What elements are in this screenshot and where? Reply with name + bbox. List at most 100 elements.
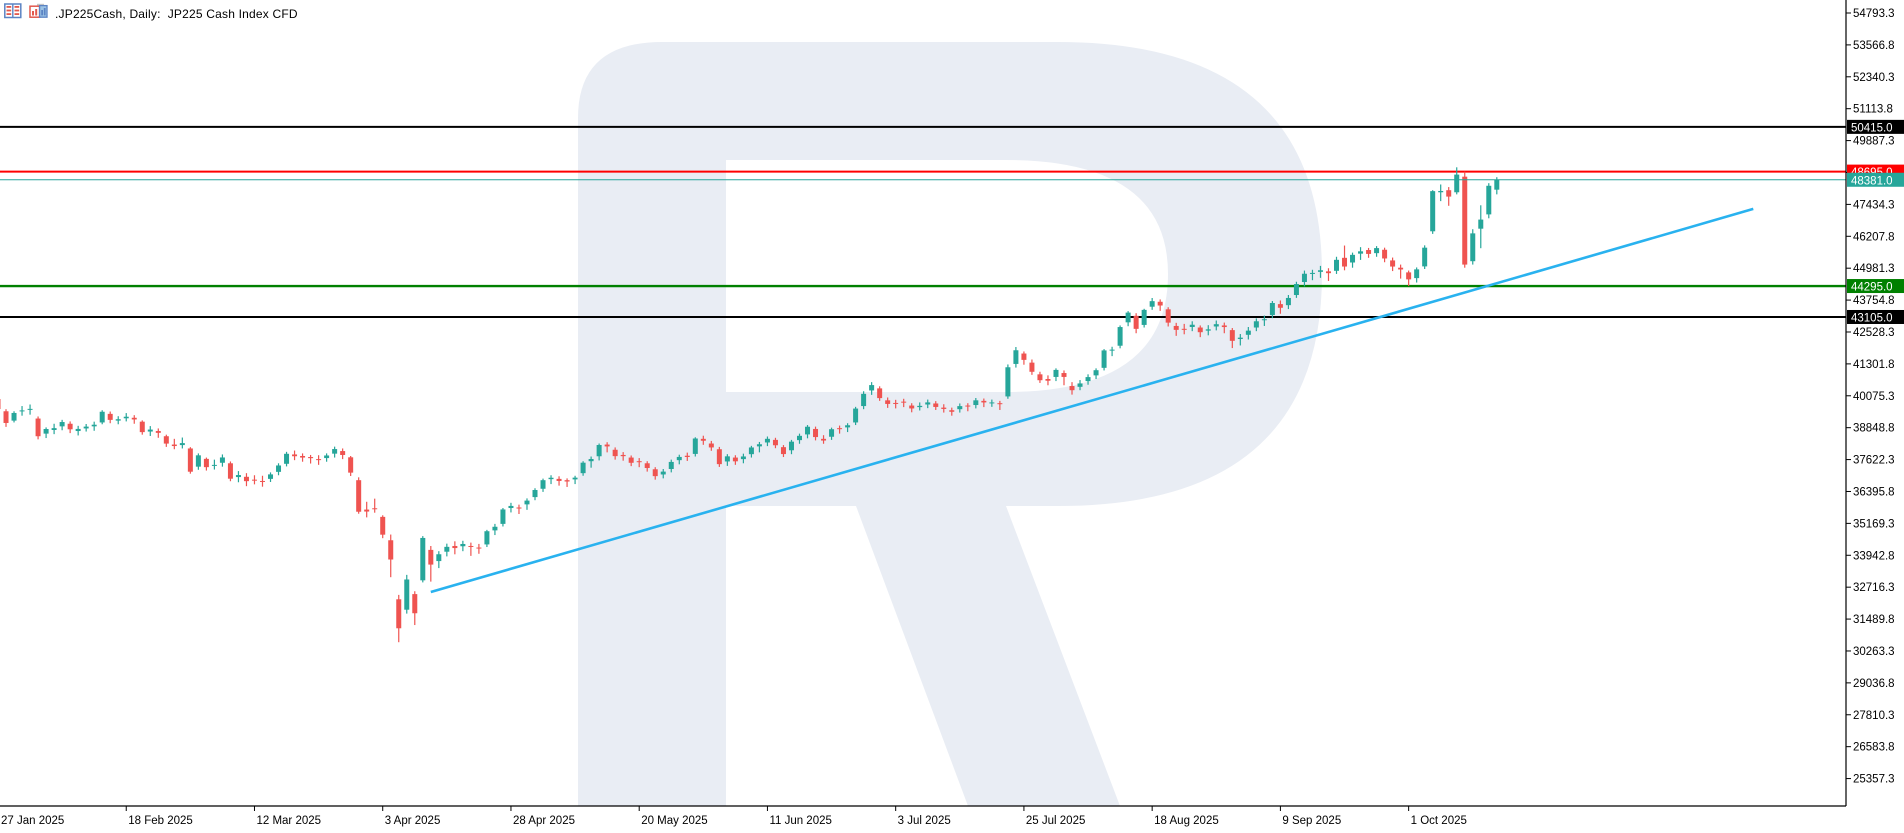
candle (292, 450, 298, 461)
candle (123, 413, 129, 422)
candle (372, 498, 378, 513)
candle (700, 435, 706, 445)
price-tick-label: 30263.3 (1853, 646, 1895, 658)
candle (0, 399, 1, 410)
candlestick-series (0, 167, 1500, 643)
date-tick-label: 12 Mar 2025 (256, 815, 321, 827)
candle (340, 448, 346, 460)
market-watch-icon[interactable] (4, 3, 22, 24)
candle (1045, 375, 1051, 386)
candle (11, 411, 17, 423)
candle (1366, 247, 1372, 258)
candle (1301, 270, 1307, 287)
candle (227, 461, 233, 482)
date-tick-label: 28 Apr 2025 (513, 815, 575, 827)
candle (1029, 359, 1035, 375)
candle (933, 401, 939, 410)
current-price-line-badge: 48381.0 (1847, 172, 1904, 187)
candle (179, 437, 185, 449)
candle (1021, 351, 1027, 365)
candle (147, 426, 153, 436)
date-axis[interactable]: 27 Jan 2025 18 Feb 2025 12 Mar 2025 3 Apr 2… (1, 806, 1467, 827)
candle (821, 435, 827, 444)
candle (1085, 374, 1091, 385)
candle (1430, 190, 1436, 234)
candle (652, 467, 658, 480)
candle (524, 498, 530, 510)
candle (1309, 269, 1315, 281)
candle (909, 403, 915, 413)
svg-text:50415.0: 50415.0 (1851, 122, 1893, 134)
candle (1061, 370, 1067, 386)
candle (83, 424, 89, 432)
candle (1101, 349, 1107, 371)
candle (235, 471, 241, 483)
broker-watermark-r-logo (578, 42, 1322, 806)
svg-text:48381.0: 48381.0 (1851, 175, 1893, 187)
candle (636, 458, 642, 468)
date-tick-label: 1 Oct 2025 (1411, 815, 1467, 827)
candle (764, 436, 770, 447)
candle (1173, 322, 1179, 336)
candle (396, 594, 402, 643)
candle (1053, 368, 1059, 382)
candle (756, 441, 762, 453)
candle (500, 508, 506, 527)
candle (1197, 325, 1203, 338)
price-tick-label: 42528.3 (1853, 327, 1895, 339)
price-tick-label: 36395.8 (1853, 486, 1895, 498)
candle (1478, 205, 1484, 249)
candle (107, 411, 113, 424)
candle (1213, 320, 1219, 331)
price-tick-label: 25357.3 (1853, 774, 1895, 786)
candle (51, 423, 57, 435)
price-tick-label: 46207.8 (1853, 231, 1895, 243)
price-tick-label: 53566.8 (1853, 40, 1895, 52)
candle (965, 403, 971, 412)
candle (973, 398, 979, 409)
candle (580, 461, 586, 476)
candle (861, 391, 867, 410)
candle (1342, 245, 1348, 271)
candle (460, 540, 466, 552)
candle (251, 475, 257, 485)
horizontal-level-lines[interactable] (0, 125, 1846, 318)
support-level-badge: 43105.0 (1847, 309, 1904, 324)
candle (1462, 171, 1468, 268)
candle (1237, 334, 1243, 346)
candle (540, 478, 546, 492)
price-tick-label: 35169.3 (1853, 518, 1895, 530)
candle (620, 452, 626, 461)
ascending-trendline[interactable] (430, 207, 1754, 594)
candle (364, 501, 370, 518)
date-tick-label: 20 May 2025 (641, 815, 708, 827)
chart-windows-icon[interactable] (29, 3, 48, 24)
candle (1277, 300, 1283, 314)
candle (564, 478, 570, 487)
candle (436, 551, 442, 569)
price-tick-label: 52340.3 (1853, 72, 1895, 84)
price-tick-label: 49887.3 (1853, 136, 1895, 148)
candle (885, 397, 891, 408)
candle (484, 529, 490, 548)
candle (1229, 328, 1235, 349)
svg-text:43105.0: 43105.0 (1851, 312, 1893, 324)
candle (1181, 323, 1187, 335)
candle (684, 452, 690, 461)
candle (211, 459, 217, 470)
candle (243, 473, 249, 487)
candle (901, 398, 907, 408)
candle (1486, 183, 1492, 219)
date-tick-label: 18 Feb 2025 (128, 815, 193, 827)
candle (1133, 313, 1139, 334)
candle (1438, 184, 1444, 202)
candle (171, 438, 177, 450)
candle (1141, 308, 1147, 328)
candle (308, 454, 314, 464)
candle (1005, 364, 1011, 399)
price-tick-label: 29036.8 (1853, 678, 1895, 690)
candle (75, 425, 81, 436)
candle (412, 591, 418, 626)
